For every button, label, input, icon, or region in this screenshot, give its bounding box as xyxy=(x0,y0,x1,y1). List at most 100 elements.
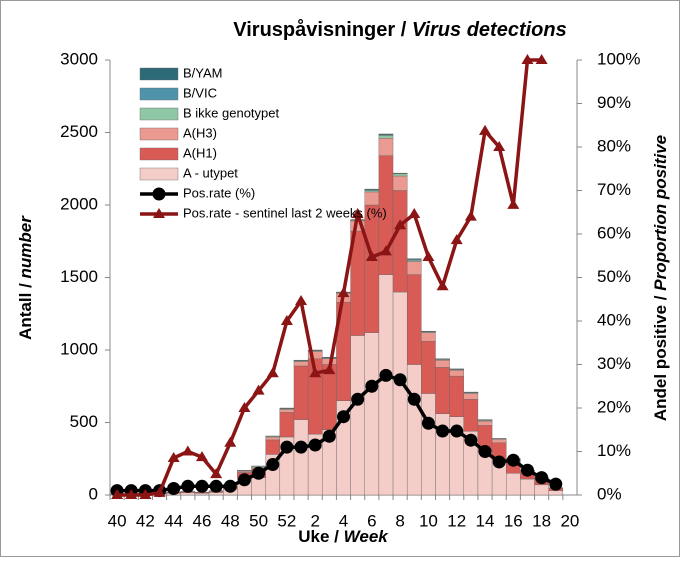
bar-segment xyxy=(365,191,379,192)
legend-swatch xyxy=(140,128,178,140)
marker xyxy=(153,188,166,201)
marker xyxy=(181,480,194,493)
y2-tick-label: 90% xyxy=(597,93,631,112)
bar-segment xyxy=(195,493,209,495)
bar-segment xyxy=(421,341,435,393)
bar-segment xyxy=(280,412,294,437)
marker xyxy=(295,441,308,454)
marker xyxy=(507,454,520,467)
bar-segment xyxy=(435,360,449,367)
bar-segment xyxy=(464,394,478,400)
bar-segment xyxy=(421,394,435,496)
x-tick-label: 14 xyxy=(476,511,495,530)
bar-segment xyxy=(393,174,407,176)
y-tick-label: 1000 xyxy=(60,339,98,358)
marker xyxy=(167,482,180,495)
bar-segment xyxy=(365,192,379,205)
legend-label: A - utypet xyxy=(183,165,238,180)
marker xyxy=(479,445,492,458)
marker xyxy=(493,455,506,468)
bar-segment xyxy=(535,485,549,495)
legend-label: A(H3) xyxy=(183,125,217,140)
bar-segment xyxy=(393,292,407,495)
y-axis-label: Antall / number xyxy=(16,215,35,340)
y2-tick-label: 30% xyxy=(597,354,631,373)
y2-axis-label: Andel positive / Proportion positive xyxy=(651,135,670,421)
marker xyxy=(394,373,407,386)
marker xyxy=(309,438,322,451)
bar-segment xyxy=(478,452,492,496)
bar-segment xyxy=(393,176,407,191)
legend-swatch xyxy=(140,168,178,180)
bar-segment xyxy=(237,471,251,472)
bar-segment xyxy=(492,439,506,443)
x-tick-label: 20 xyxy=(560,511,579,530)
y-tick-label: 3000 xyxy=(60,49,98,68)
y-tick-label: 500 xyxy=(70,412,98,431)
bar-segment xyxy=(549,491,563,495)
legend-label: A(H1) xyxy=(183,145,217,160)
marker xyxy=(323,430,336,443)
y-tick-label: 2500 xyxy=(60,122,98,141)
title-en: Virus detections xyxy=(412,19,567,41)
marker xyxy=(549,478,562,491)
x-tick-label: 42 xyxy=(136,511,155,530)
bar-segment xyxy=(393,191,407,293)
bar-segment xyxy=(435,367,449,413)
bar-segment xyxy=(506,473,520,495)
marker xyxy=(521,464,534,477)
marker xyxy=(450,425,463,438)
bar-segment xyxy=(252,478,266,495)
bar-segment xyxy=(520,479,534,495)
bar-segment xyxy=(407,262,421,275)
y-tick-label: 0 xyxy=(89,484,98,503)
x-tick-label: 8 xyxy=(395,511,404,530)
x-tick-label: 46 xyxy=(193,511,212,530)
x-tick-label: 10 xyxy=(419,511,438,530)
chart-title: Viruspåvisninger / Virus detections xyxy=(233,18,566,41)
y-tick-label: 2000 xyxy=(60,194,98,213)
y2-tick-label: 50% xyxy=(597,267,631,286)
bar-segment xyxy=(365,189,379,190)
bar-segment xyxy=(464,399,478,431)
bar-segment xyxy=(351,336,365,496)
bar-segment xyxy=(181,493,195,495)
marker xyxy=(379,369,392,382)
bar-segment xyxy=(294,366,308,420)
bar-segment xyxy=(266,437,280,440)
bar-segment xyxy=(407,365,421,496)
y2-tick-label: 70% xyxy=(597,180,631,199)
bar-segment xyxy=(450,376,464,417)
bar-segment xyxy=(407,275,421,365)
y-label-main: Antall / xyxy=(16,283,35,340)
x-tick-label: 44 xyxy=(164,511,183,530)
x-tick-label: 50 xyxy=(249,511,268,530)
y-tick-label: 1500 xyxy=(60,267,98,286)
bar-segment xyxy=(407,260,421,261)
x-tick-label: 4 xyxy=(339,511,348,530)
marker xyxy=(224,480,237,493)
bar-segment xyxy=(379,134,393,135)
y2-tick-label: 100% xyxy=(597,49,640,68)
y2-tick-label: 60% xyxy=(597,223,631,242)
marker xyxy=(266,458,279,471)
legend-label: B/VIC xyxy=(183,85,217,100)
marker xyxy=(351,393,364,406)
marker xyxy=(195,480,208,493)
x-tick-label: 48 xyxy=(221,511,240,530)
bar-segment xyxy=(421,333,435,342)
marker xyxy=(365,380,378,393)
bar-segment xyxy=(450,370,464,376)
y2-tick-label: 10% xyxy=(597,441,631,460)
legend-label: B/YAM xyxy=(183,65,223,80)
marker xyxy=(280,441,293,454)
bar-segment xyxy=(478,421,492,425)
y2-tick-label: 80% xyxy=(597,136,631,155)
bar-segment xyxy=(294,420,308,495)
x-tick-label: 16 xyxy=(504,511,523,530)
bar-segment xyxy=(365,205,379,333)
x-tick-label: 40 xyxy=(108,511,127,530)
y2-tick-label: 40% xyxy=(597,310,631,329)
bar-segment xyxy=(294,362,308,366)
